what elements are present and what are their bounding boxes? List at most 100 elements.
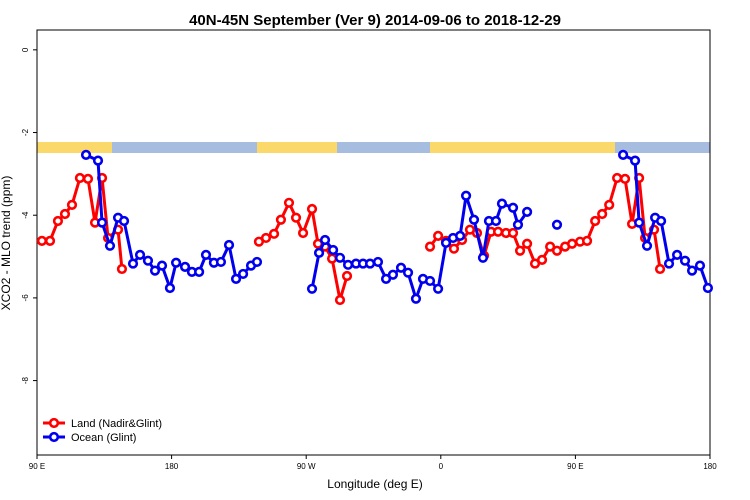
data-point xyxy=(290,212,302,223)
data-point xyxy=(164,282,176,294)
data-point xyxy=(521,206,533,218)
data-point xyxy=(468,214,480,225)
data-point xyxy=(402,267,414,278)
data-point xyxy=(460,190,472,201)
y-axis-label: XCO2 - MLO trend (ppm) xyxy=(0,176,13,311)
x-tick-label: 90 E xyxy=(29,462,45,471)
data-point xyxy=(230,273,242,284)
y-tick-label: 0 xyxy=(21,47,30,52)
data-point xyxy=(521,238,533,249)
data-point xyxy=(581,235,593,246)
chart-title: 40N-45N September (Ver 9) 2014-09-06 to … xyxy=(189,12,561,29)
land-ocean-strip xyxy=(37,142,710,153)
data-point xyxy=(604,199,615,210)
legend-marker xyxy=(48,417,60,429)
data-point xyxy=(134,249,146,261)
data-point xyxy=(490,215,502,227)
data-point xyxy=(433,230,444,241)
data-point xyxy=(454,230,466,241)
data-point xyxy=(297,227,309,239)
data-point xyxy=(268,228,280,239)
data-point xyxy=(342,259,354,270)
data-point xyxy=(179,261,191,272)
data-point xyxy=(612,172,623,184)
data-point xyxy=(440,237,452,249)
data-point xyxy=(514,245,526,256)
data-point xyxy=(372,256,384,268)
data-point xyxy=(410,293,422,304)
data-point xyxy=(260,232,272,244)
data-point xyxy=(142,255,154,266)
x-tick-label: 180 xyxy=(703,462,717,471)
land-band xyxy=(257,142,337,153)
y-tick-label: -6 xyxy=(21,294,30,302)
data-point xyxy=(170,257,182,268)
data-point xyxy=(215,256,227,268)
data-point xyxy=(334,252,346,263)
data-point xyxy=(306,203,318,215)
legend-label: Land (Nadir&Glint) xyxy=(71,418,162,430)
y-tick-label: -2 xyxy=(21,128,30,136)
y-tick-label: -4 xyxy=(21,211,30,219)
data-point xyxy=(694,260,706,271)
data-point xyxy=(96,217,108,228)
data-point xyxy=(424,241,436,252)
x-axis-label: Longitude (deg E) xyxy=(327,477,422,491)
data-point xyxy=(492,226,504,237)
legend: Land (Nadir&Glint) Ocean (Glint) xyxy=(43,417,162,444)
data-point xyxy=(424,275,436,287)
data-point xyxy=(567,238,578,249)
data-point xyxy=(507,202,519,213)
data-point xyxy=(200,249,212,261)
land-band xyxy=(430,142,615,153)
data-point xyxy=(36,235,48,246)
data-point xyxy=(512,219,524,230)
data-point xyxy=(149,265,161,276)
data-point xyxy=(433,283,444,294)
data-point xyxy=(629,155,641,166)
data-point xyxy=(702,282,714,294)
data-point xyxy=(118,215,130,227)
data-point xyxy=(641,240,653,251)
data-point xyxy=(275,214,287,225)
data-point xyxy=(387,269,399,280)
data-point xyxy=(496,198,508,209)
data-point xyxy=(671,249,683,261)
data-point xyxy=(551,245,563,256)
data-point xyxy=(251,256,263,268)
data-point xyxy=(364,258,376,269)
data-point xyxy=(104,240,116,251)
data-point xyxy=(545,241,556,252)
data-point xyxy=(194,266,205,277)
data-point xyxy=(341,270,353,282)
data-point xyxy=(156,260,168,271)
data-point xyxy=(319,234,331,246)
data-point xyxy=(223,239,235,251)
data-point xyxy=(590,215,601,227)
data-point xyxy=(536,254,548,265)
x-tick-label: 90 W xyxy=(297,462,316,471)
data-point xyxy=(326,253,338,264)
x-tick-label: 0 xyxy=(439,462,444,471)
data-point xyxy=(654,263,666,275)
data-point xyxy=(74,172,86,184)
x-tick-label: 90 E xyxy=(567,462,583,471)
data-point xyxy=(663,258,675,269)
data-point xyxy=(306,283,318,294)
data-point xyxy=(634,217,645,228)
data-point xyxy=(618,149,629,160)
data-point xyxy=(380,273,392,284)
data-point xyxy=(686,265,698,276)
data-point xyxy=(328,244,339,256)
data-point xyxy=(82,173,94,184)
data-point xyxy=(551,219,563,230)
data-point xyxy=(92,155,104,166)
data-point xyxy=(66,199,78,210)
land-band xyxy=(37,142,112,153)
data-point xyxy=(59,208,71,220)
legend-marker xyxy=(48,431,60,443)
data-point xyxy=(313,247,325,258)
plot-frame xyxy=(36,29,711,456)
